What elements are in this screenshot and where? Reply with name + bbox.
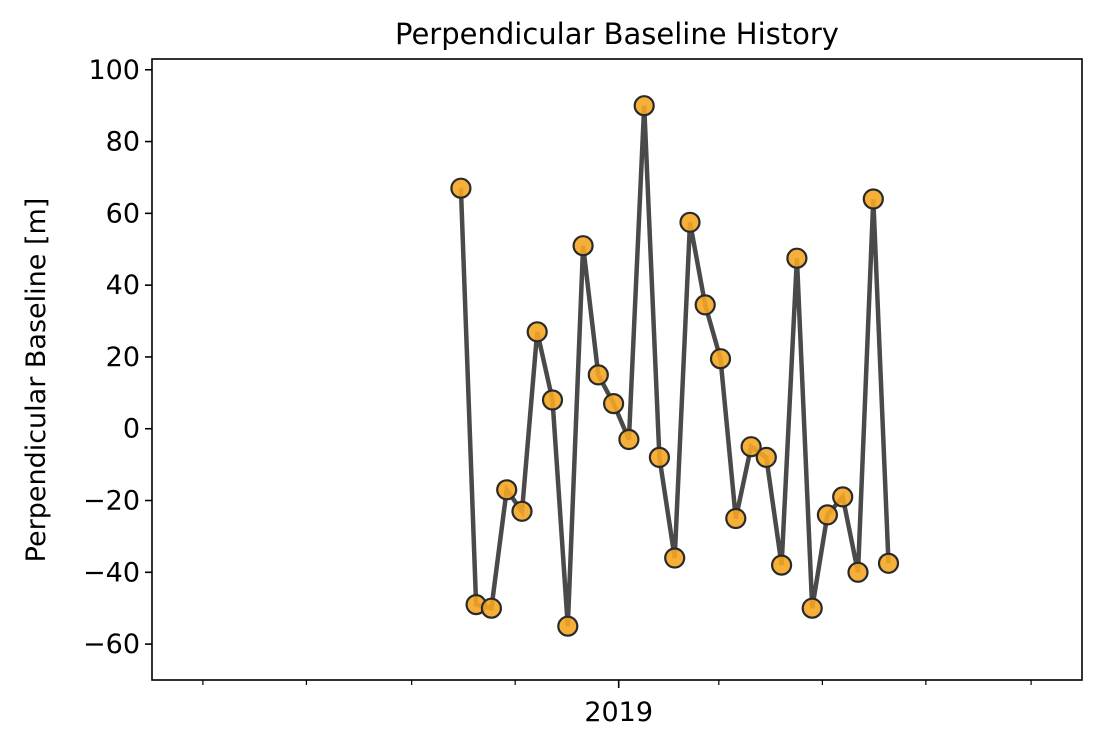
data-point — [770, 554, 793, 576]
data-point — [709, 348, 732, 370]
data-point — [786, 247, 808, 269]
data-point — [816, 504, 839, 526]
data-point — [572, 235, 594, 257]
data-point — [725, 507, 747, 530]
y-tick-label: 100 — [88, 55, 140, 86]
data-point — [557, 615, 579, 637]
data-point — [664, 547, 686, 569]
axes-layer: −60 −40 −20 0 20 40 60 80 100 2019 — [83, 55, 1032, 728]
y-tick-label: −20 — [83, 486, 140, 517]
y-tick-label: 20 — [106, 342, 140, 373]
data-point — [511, 500, 533, 522]
data-point — [496, 479, 518, 501]
y-tick-label: 40 — [106, 270, 140, 301]
y-tick-label: 80 — [106, 127, 140, 158]
y-tick-label: −60 — [83, 629, 140, 660]
chart-title: Perpendicular Baseline History — [395, 17, 839, 51]
data-point — [648, 446, 671, 468]
data-point — [526, 321, 548, 343]
data-point — [877, 552, 900, 574]
y-tick-label: −40 — [83, 557, 140, 588]
x-tick-label: 2019 — [584, 697, 653, 728]
data-point — [694, 294, 716, 316]
data-point — [679, 211, 701, 233]
data-point — [740, 436, 762, 458]
data-point — [801, 597, 823, 619]
plot-layer — [450, 95, 900, 637]
data-point — [633, 95, 655, 117]
y-axis-label: Perpendicular Baseline [m] — [21, 198, 52, 563]
data-point — [847, 561, 869, 583]
y-tick-label: 60 — [106, 198, 140, 229]
plot-frame — [151, 58, 1083, 681]
data-point — [862, 188, 884, 210]
data-point — [480, 597, 502, 619]
data-point — [618, 428, 640, 451]
data-point — [755, 446, 777, 468]
data-point — [832, 486, 854, 508]
data-point — [541, 389, 564, 411]
data-point — [602, 393, 625, 415]
data-point — [587, 364, 609, 386]
data-point — [450, 177, 472, 199]
y-tick-label: 0 — [123, 414, 140, 445]
